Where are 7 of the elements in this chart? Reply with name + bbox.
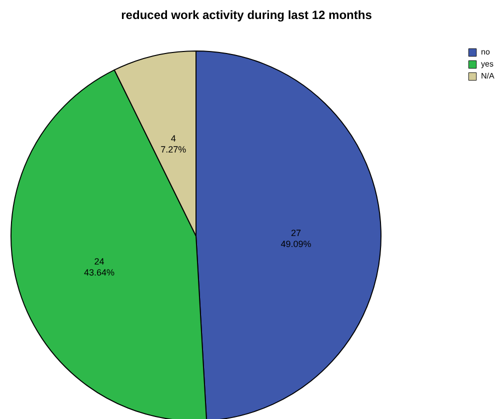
legend-label: N/A xyxy=(481,72,495,80)
chart-title: reduced work activity during last 12 months xyxy=(121,8,372,22)
data-label: 27 49.09% xyxy=(280,228,312,250)
data-label: 4 7.27% xyxy=(160,134,186,155)
data-label: 24 43.64% xyxy=(84,256,115,278)
legend-label: yes xyxy=(481,60,494,68)
legend-label: no xyxy=(481,48,490,56)
